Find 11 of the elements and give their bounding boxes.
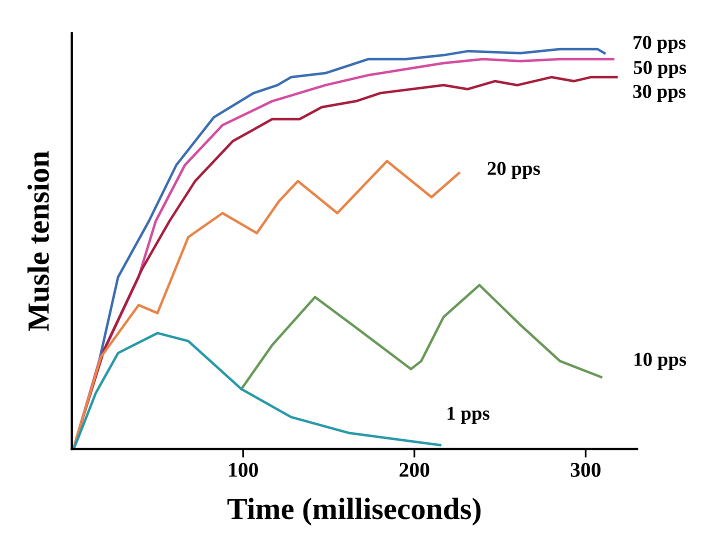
x-axis-title: Time (milliseconds) [227, 498, 481, 526]
x-tick-label: 200 [400, 462, 430, 477]
series-label: 70 pps [634, 36, 686, 53]
series-label: 10 pps [634, 352, 686, 370]
series-label: 30 pps [633, 84, 686, 102]
x-tick-label: 300 [570, 462, 600, 477]
y-axis-title: Musle tension [27, 151, 50, 331]
series-label: 20 pps [488, 162, 540, 179]
series-label: 1 pps [448, 406, 490, 424]
x-tick-label: 100 [229, 462, 258, 477]
series-label: 50 pps [634, 60, 686, 78]
